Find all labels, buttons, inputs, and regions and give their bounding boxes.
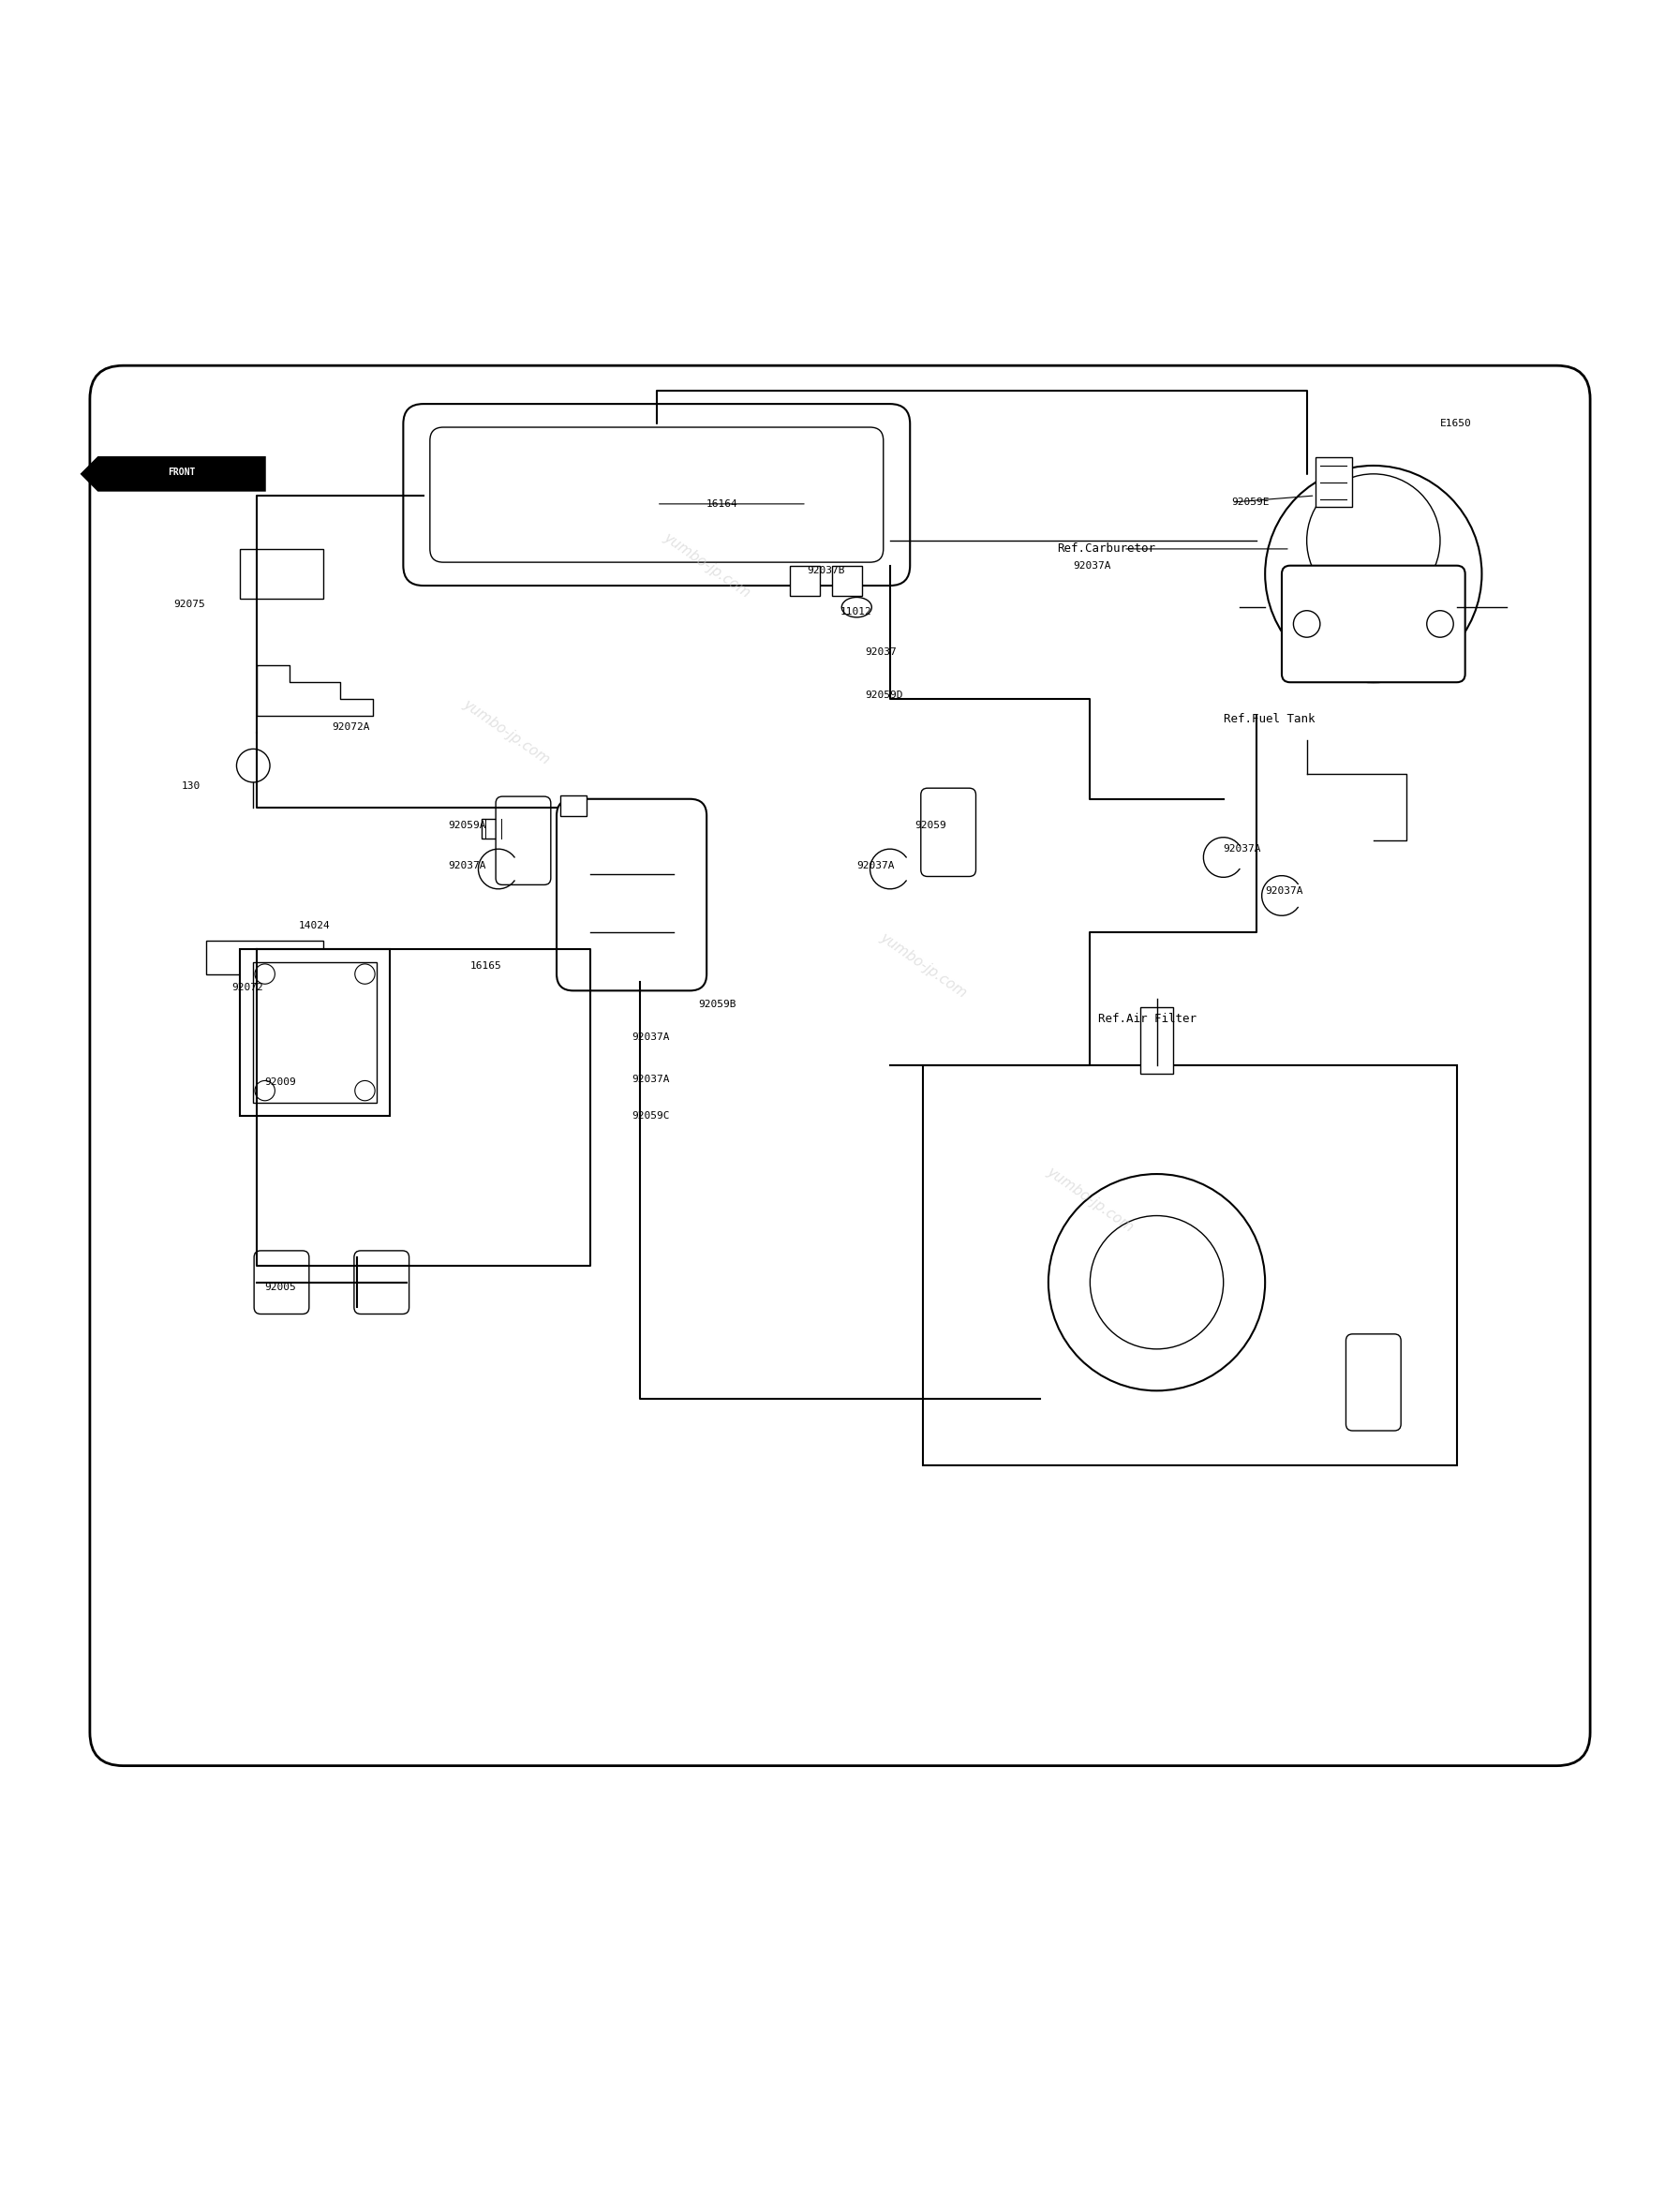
Circle shape (1265, 466, 1482, 681)
Text: 92059: 92059 (916, 820, 946, 831)
FancyBboxPatch shape (430, 426, 884, 563)
Bar (254, 963, 376, 1103)
Text: 92009: 92009 (265, 1077, 296, 1088)
Text: 92059C: 92059C (632, 1110, 670, 1121)
Text: 92037A: 92037A (632, 1033, 670, 1042)
FancyBboxPatch shape (1282, 565, 1465, 681)
FancyBboxPatch shape (496, 796, 551, 886)
Bar (559, 796, 586, 815)
Text: Ref.Fuel Tank: Ref.Fuel Tank (1223, 712, 1315, 725)
FancyBboxPatch shape (403, 404, 911, 585)
Circle shape (1307, 475, 1440, 607)
Polygon shape (82, 457, 265, 490)
FancyBboxPatch shape (254, 1251, 309, 1314)
Text: 92072: 92072 (232, 983, 264, 991)
Bar (1141, 1007, 1173, 1075)
Circle shape (1048, 1174, 1265, 1391)
FancyBboxPatch shape (556, 798, 707, 991)
FancyBboxPatch shape (921, 789, 976, 877)
Text: 92072A: 92072A (331, 723, 370, 732)
Text: 16164: 16164 (707, 499, 738, 508)
Text: FRONT: FRONT (168, 468, 195, 477)
Text: E1650: E1650 (1440, 420, 1472, 429)
Text: 92037A: 92037A (857, 862, 895, 870)
Text: 92075: 92075 (173, 600, 205, 609)
Text: 11012: 11012 (840, 607, 872, 618)
Bar (207, 941, 323, 974)
Text: 14024: 14024 (299, 921, 329, 930)
Bar (1315, 457, 1352, 508)
Bar (924, 1066, 1457, 1466)
Bar (240, 950, 390, 1117)
Circle shape (237, 750, 270, 782)
Ellipse shape (842, 598, 872, 618)
Text: 92059B: 92059B (699, 1000, 736, 1009)
Text: 92037A: 92037A (632, 1075, 670, 1084)
Text: 92005: 92005 (265, 1284, 296, 1292)
Circle shape (1090, 1215, 1223, 1350)
Text: yumbo-jp.com: yumbo-jp.com (1043, 1165, 1136, 1233)
Circle shape (255, 965, 276, 985)
Text: 92037A: 92037A (449, 862, 486, 870)
Text: 92037A: 92037A (1223, 844, 1262, 853)
FancyBboxPatch shape (1346, 1334, 1401, 1431)
Bar (790, 565, 820, 596)
Text: Ref.Air Filter: Ref.Air Filter (1099, 1013, 1196, 1024)
Circle shape (354, 1081, 375, 1101)
Circle shape (1426, 611, 1453, 637)
Bar (240, 550, 323, 598)
Circle shape (255, 1081, 276, 1101)
Text: yumbo-jp.com: yumbo-jp.com (660, 530, 753, 600)
FancyBboxPatch shape (89, 365, 1591, 1765)
Text: yumbo-jp.com: yumbo-jp.com (877, 930, 969, 1000)
Text: 92059A: 92059A (449, 820, 486, 831)
Text: 92059D: 92059D (865, 690, 902, 701)
Circle shape (354, 965, 375, 985)
Text: 92037: 92037 (865, 648, 897, 657)
FancyBboxPatch shape (354, 1251, 410, 1314)
Text: 92037B: 92037B (806, 565, 845, 576)
Text: 92059E: 92059E (1231, 497, 1270, 508)
Text: 92037A: 92037A (1265, 886, 1304, 895)
Text: yumbo-jp.com: yumbo-jp.com (460, 697, 553, 767)
Text: 16165: 16165 (470, 961, 502, 969)
Circle shape (1294, 611, 1320, 637)
Bar (482, 820, 516, 840)
Text: Ref.Carburetor: Ref.Carburetor (1057, 543, 1156, 556)
Bar (832, 565, 862, 596)
Text: 130: 130 (181, 780, 200, 791)
Text: 92037A: 92037A (1074, 560, 1112, 569)
